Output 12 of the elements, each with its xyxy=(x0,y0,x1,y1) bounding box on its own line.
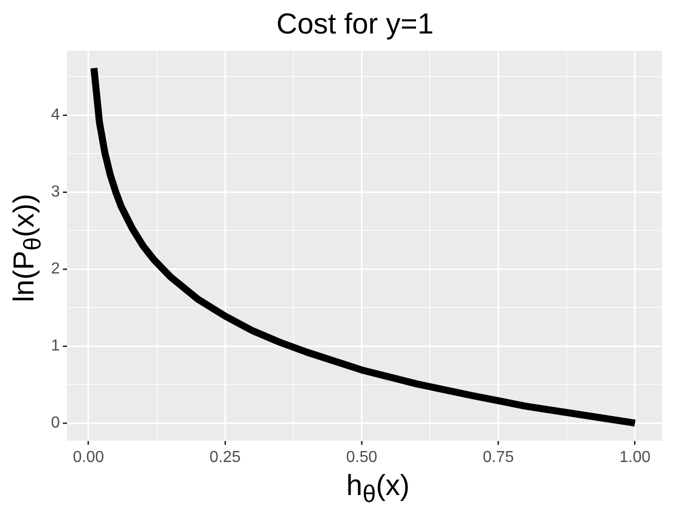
y-tick-label: 2 xyxy=(50,260,60,278)
x-tick-label: 0.25 xyxy=(210,448,241,466)
x-tick-label: 0.75 xyxy=(482,448,514,466)
y-tick-label: 3 xyxy=(50,184,60,200)
y-tick-label: 1 xyxy=(50,337,60,354)
y-tick-label: 4 xyxy=(50,106,60,124)
y-tick-label: 0 xyxy=(50,414,60,432)
x-tick-label: 0.50 xyxy=(346,448,378,466)
x-axis-title: h$_{θ}$(x) xyxy=(346,470,410,509)
x-tick-label: 1.00 xyxy=(619,448,651,466)
x-tick-label: 0.00 xyxy=(72,448,104,466)
chart-title: Cost for y=1 xyxy=(276,8,434,40)
